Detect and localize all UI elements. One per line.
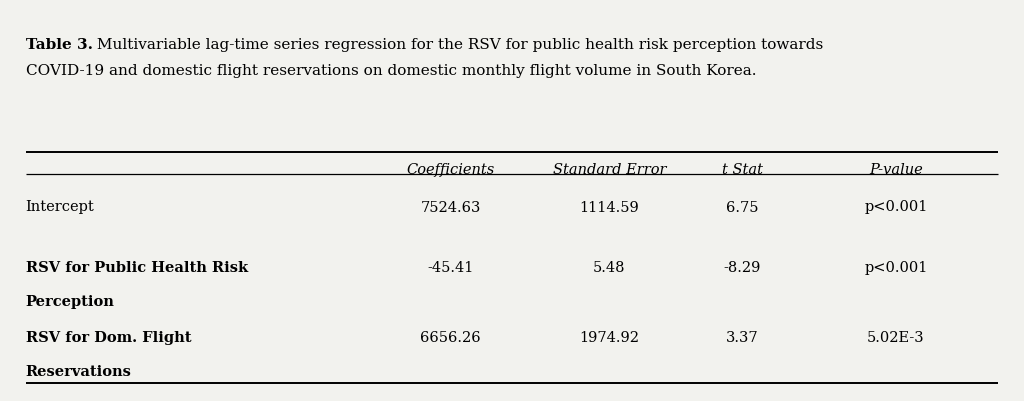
Text: 6.75: 6.75 [726,200,759,215]
Text: 1114.59: 1114.59 [580,200,639,215]
Text: Multivariable lag-time series regression for the RSV for public health risk perc: Multivariable lag-time series regression… [92,38,823,52]
Text: Intercept: Intercept [26,200,94,215]
Text: -8.29: -8.29 [724,261,761,275]
Text: RSV for Dom. Flight: RSV for Dom. Flight [26,331,191,345]
Text: Coefficients: Coefficients [407,163,495,177]
Text: RSV for Public Health Risk: RSV for Public Health Risk [26,261,248,275]
Text: Standard Error: Standard Error [553,163,666,177]
Text: 7524.63: 7524.63 [421,200,480,215]
Text: 1974.92: 1974.92 [580,331,639,345]
Text: Table 3.: Table 3. [26,38,92,52]
Text: -45.41: -45.41 [427,261,474,275]
Text: p<0.001: p<0.001 [864,200,928,215]
Text: COVID-19 and domestic flight reservations on domestic monthly flight volume in S: COVID-19 and domestic flight reservation… [26,64,756,78]
Text: 3.37: 3.37 [726,331,759,345]
Text: p<0.001: p<0.001 [864,261,928,275]
Text: 5.48: 5.48 [593,261,626,275]
Text: 5.02E-3: 5.02E-3 [867,331,925,345]
Text: Perception: Perception [26,295,115,309]
Text: P-value: P-value [869,163,923,177]
Text: t Stat: t Stat [722,163,763,177]
Text: Reservations: Reservations [26,365,131,379]
Text: 6656.26: 6656.26 [420,331,481,345]
